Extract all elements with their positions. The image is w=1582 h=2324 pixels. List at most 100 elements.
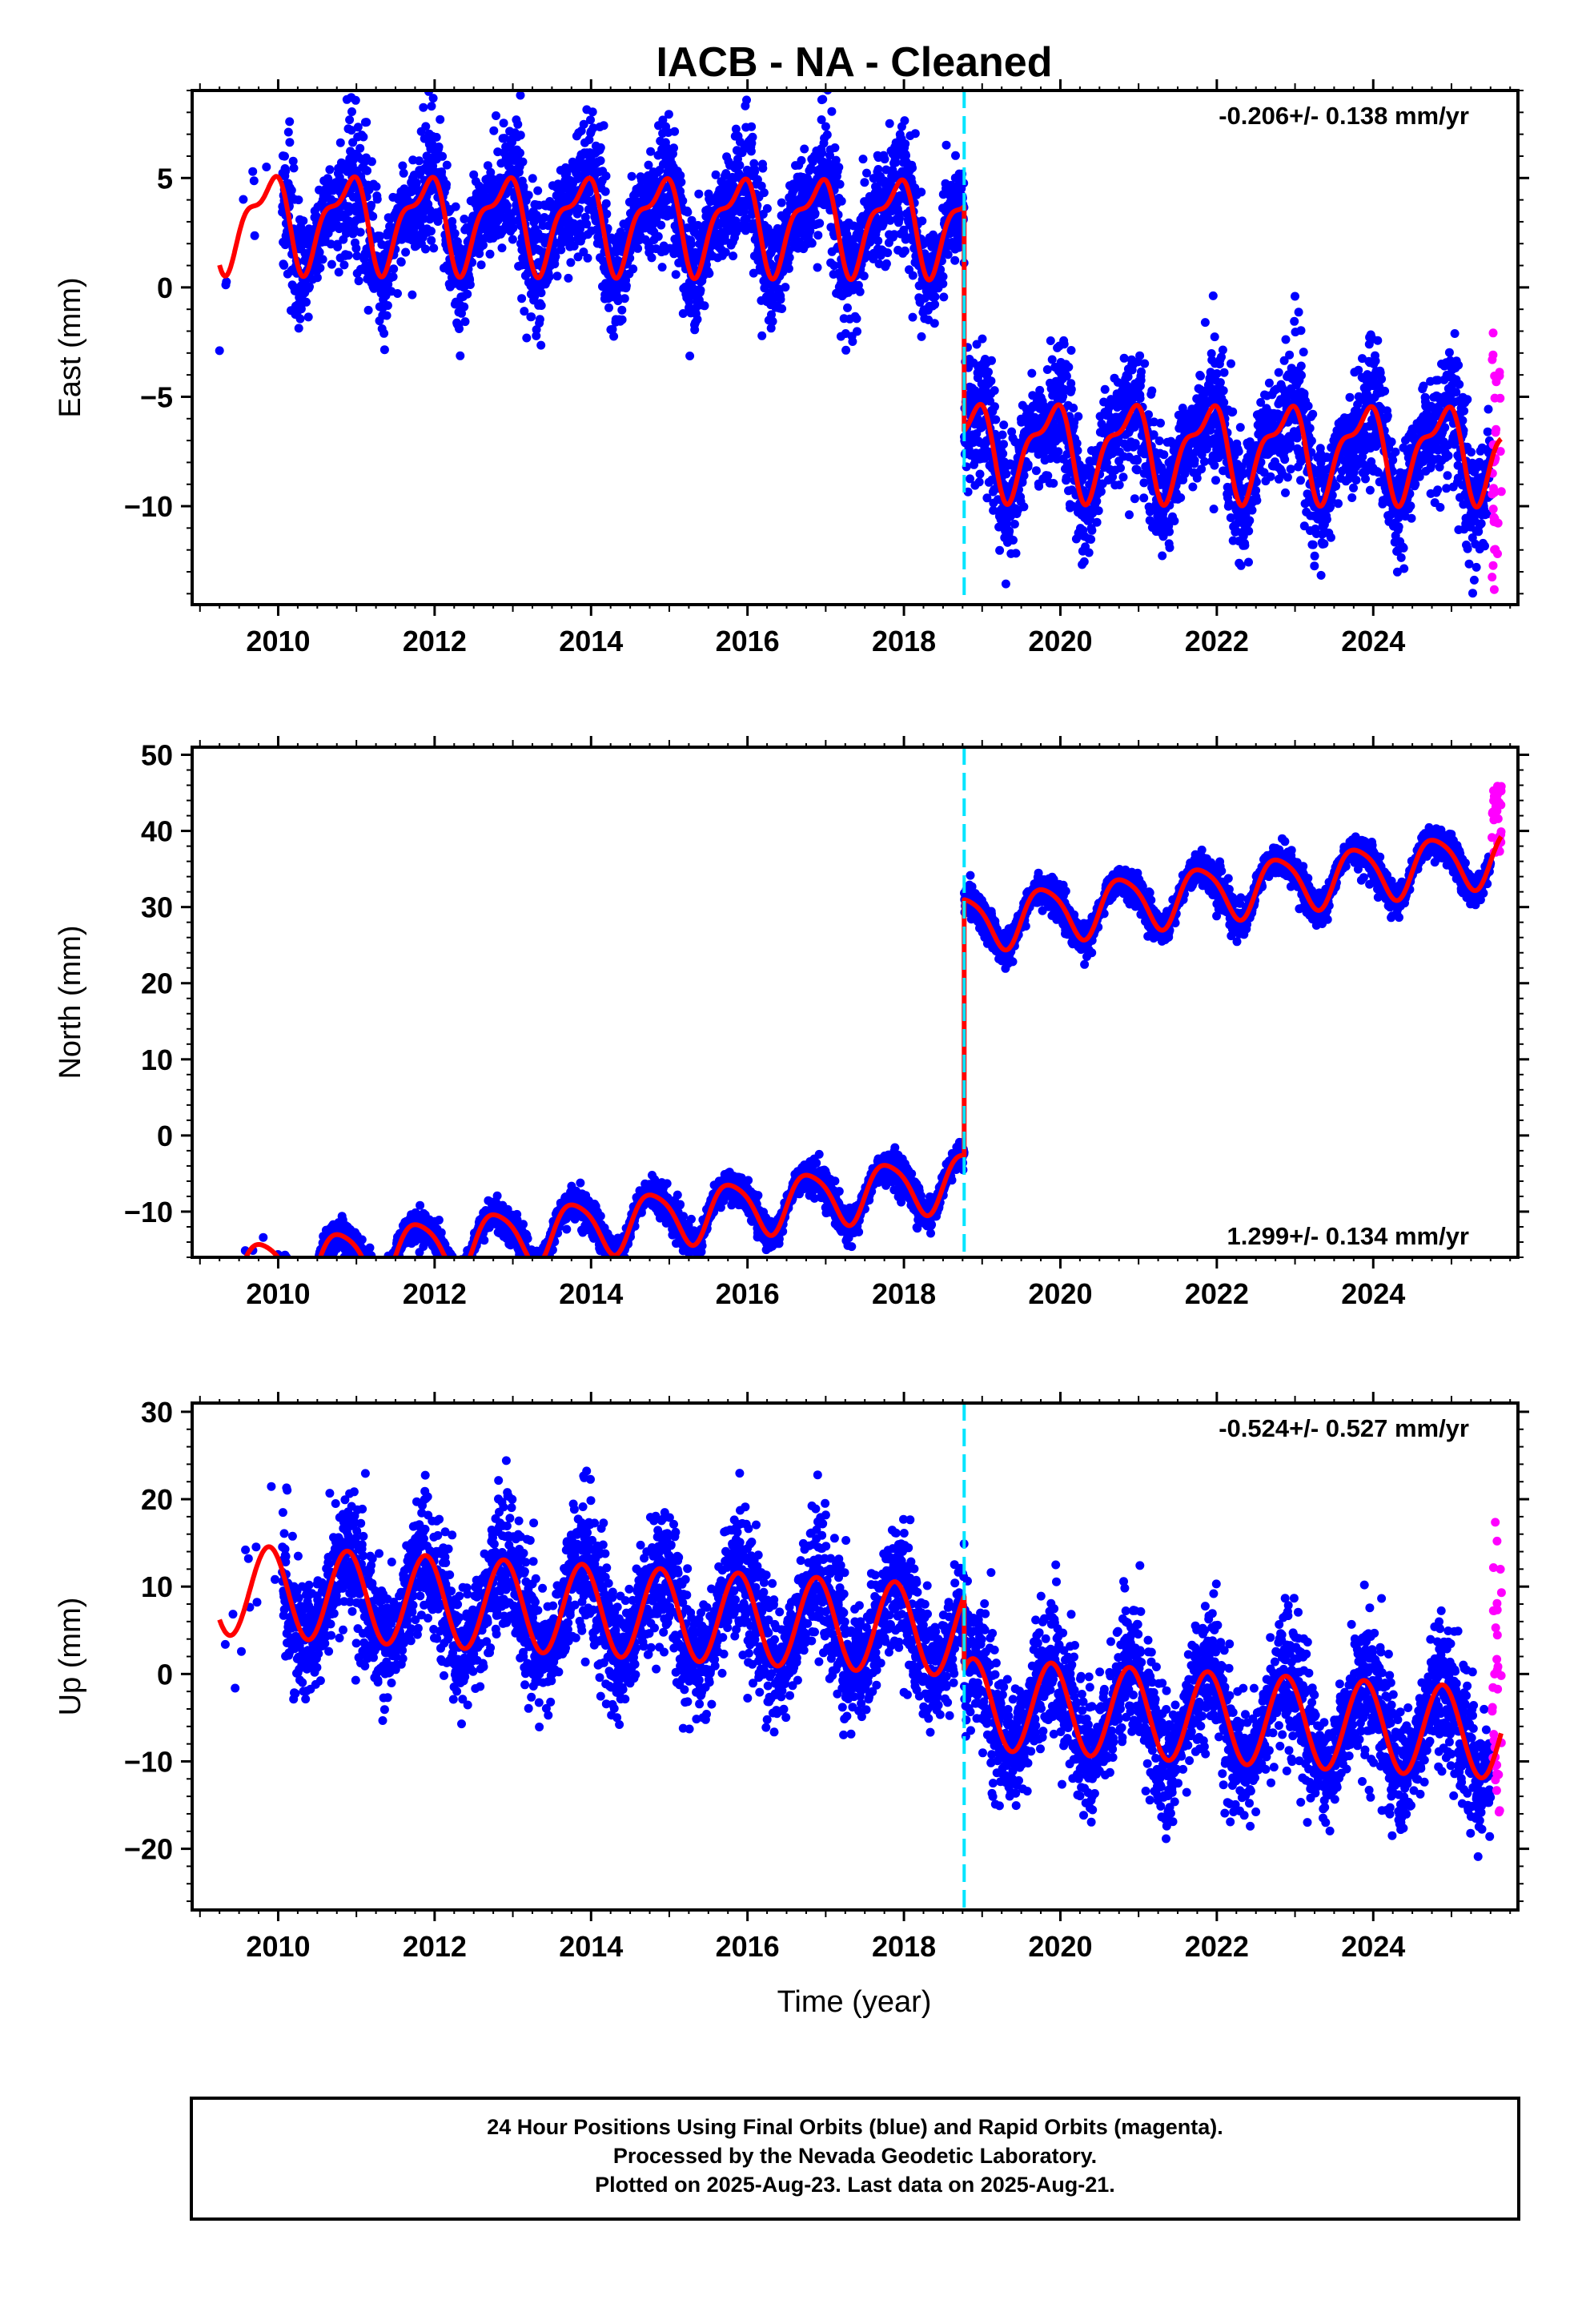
final-point (860, 178, 869, 187)
final-point (1165, 543, 1174, 553)
final-point (516, 131, 525, 140)
final-point (289, 163, 299, 173)
final-point (288, 156, 298, 166)
final-point (1210, 460, 1219, 470)
final-point (530, 292, 540, 301)
final-point (388, 272, 398, 282)
final-point (822, 130, 832, 139)
final-point (345, 115, 355, 125)
final-point (950, 255, 960, 265)
final-point (693, 315, 702, 324)
final-point (784, 263, 793, 273)
final-point (1299, 348, 1308, 357)
final-point (375, 231, 384, 241)
final-point (1292, 433, 1302, 443)
final-point (250, 231, 259, 240)
final-point (781, 283, 790, 292)
final-point (281, 167, 291, 176)
final-point (620, 294, 629, 304)
final-point (421, 244, 430, 254)
final-point (334, 267, 343, 277)
final-point (599, 121, 608, 131)
final-point (908, 271, 917, 280)
final-point (456, 351, 465, 360)
final-point (460, 317, 470, 327)
final-point (748, 132, 757, 142)
final-point (508, 223, 518, 233)
final-point (294, 324, 303, 333)
final-point (777, 198, 786, 207)
final-point (855, 287, 865, 296)
final-point (1188, 482, 1198, 492)
final-point (939, 292, 949, 302)
final-point (1316, 570, 1326, 580)
final-point (463, 289, 472, 299)
final-point (1165, 527, 1174, 537)
final-point (938, 271, 948, 281)
final-point (222, 277, 231, 287)
final-point (1322, 515, 1331, 524)
final-point (1043, 471, 1053, 480)
final-point (415, 156, 424, 166)
final-point (873, 236, 883, 246)
final-point (499, 119, 508, 128)
final-point (442, 179, 451, 189)
final-point (852, 314, 861, 324)
final-point (807, 239, 817, 248)
final-point (998, 449, 1008, 458)
final-point (1094, 506, 1103, 516)
final-point (1244, 557, 1253, 567)
final-point (617, 315, 627, 324)
final-point (813, 231, 823, 240)
final-point (601, 171, 611, 181)
final-point (532, 331, 541, 340)
final-point (347, 107, 356, 116)
final-point (757, 331, 767, 340)
final-point (367, 200, 376, 210)
final-point (1291, 292, 1299, 301)
final-point (895, 214, 904, 223)
final-point (721, 247, 730, 257)
final-point (995, 545, 1005, 555)
final-point (768, 316, 777, 326)
final-point (1001, 579, 1010, 589)
final-point (379, 328, 389, 338)
final-point (1059, 340, 1069, 349)
final-point (1286, 464, 1295, 474)
final-point (834, 163, 844, 172)
final-point (528, 174, 537, 183)
final-point (1310, 561, 1319, 571)
final-point (762, 203, 772, 213)
final-point (355, 227, 365, 237)
final-point (777, 304, 787, 313)
final-point (859, 271, 869, 281)
final-point (476, 260, 486, 270)
final-point (835, 179, 845, 189)
final-point (705, 269, 714, 278)
final-point (930, 292, 940, 302)
final-point (930, 319, 939, 328)
final-point (750, 167, 760, 176)
final-point (1011, 549, 1021, 558)
final-point (351, 95, 360, 105)
final-point (758, 163, 768, 173)
final-point (683, 207, 693, 217)
final-point (412, 178, 421, 187)
final-point (759, 188, 769, 198)
final-point (1023, 460, 1033, 469)
final-point (343, 251, 353, 260)
final-point (910, 129, 920, 139)
final-point (628, 264, 638, 274)
final-point (917, 332, 926, 341)
final-point (1308, 540, 1318, 549)
final-point (1047, 355, 1057, 364)
final-point (1266, 472, 1275, 481)
final-point (1137, 367, 1146, 376)
final-point (596, 156, 605, 166)
final-point (1019, 502, 1029, 512)
final-point (1190, 456, 1199, 465)
final-point (891, 158, 901, 167)
final-point (442, 160, 452, 170)
final-point (677, 177, 686, 187)
final-point (497, 243, 507, 253)
